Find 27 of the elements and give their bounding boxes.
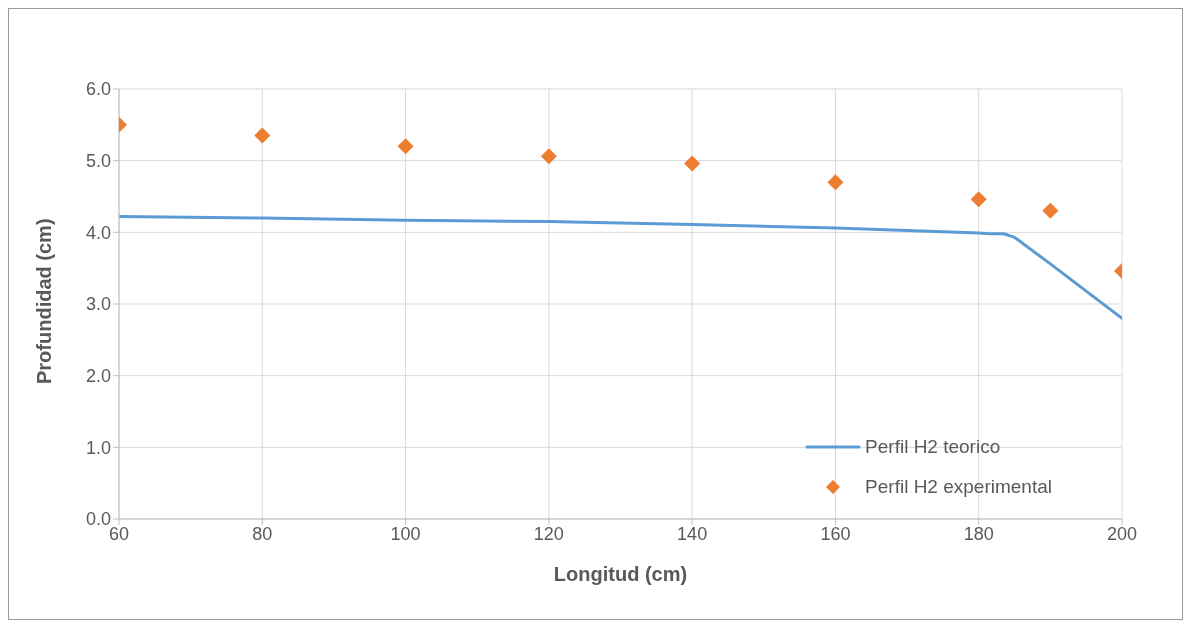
x-tick-label: 160 [820,523,851,544]
y-tick-label: 1.0 [85,437,111,458]
x-tick-label: 140 [677,523,708,544]
y-axis-title: Profundidad (cm) [33,218,56,384]
x-axis-title: Longitud (cm) [553,563,688,585]
x-tick-label: 200 [1106,523,1138,544]
y-tick-label: 6.0 [85,79,111,100]
legend-label: Perfil H2 teorico [865,436,1001,458]
x-tick-label: 100 [390,523,421,544]
line-series [119,215,1122,320]
y-tick-label: 4.0 [85,222,111,243]
point [970,191,987,208]
y-tick-label: 5.0 [85,151,111,172]
point [684,155,701,172]
x-tick-label: 80 [252,523,273,544]
point [254,127,271,144]
x-tick-label: 60 [108,523,130,544]
y-tick-label: 0.0 [85,509,111,530]
point [540,148,557,165]
x-tick-label: 120 [533,523,564,544]
point [1042,202,1059,219]
legend-label: Perfil H2 experimental [865,476,1052,498]
point [397,138,414,155]
x-tick-label: 180 [963,523,994,544]
y-tick-label: 3.0 [85,294,111,315]
point [827,174,844,191]
y-tick-label: 2.0 [85,366,111,387]
